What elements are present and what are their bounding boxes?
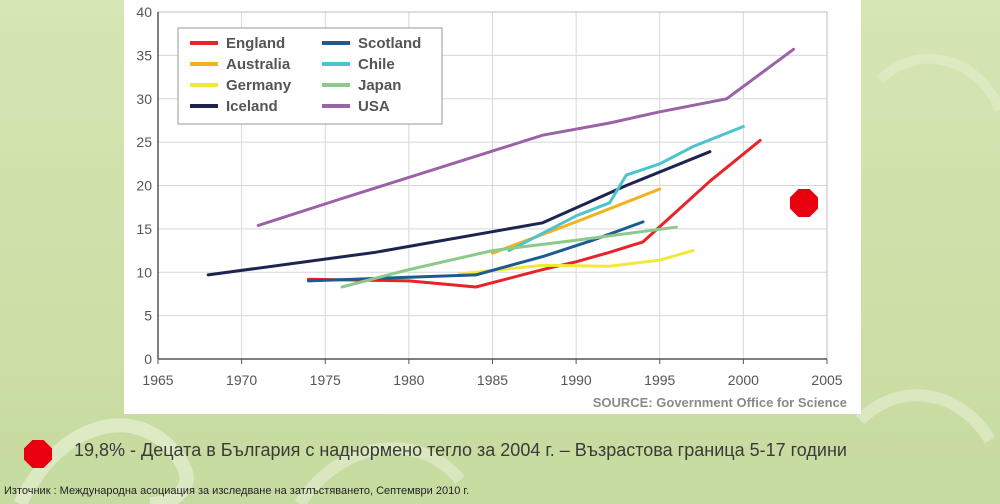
- series-line-japan: [340, 225, 678, 289]
- series-line-germany: [457, 249, 695, 276]
- caption-text: 19,8% - Децата в България с наднормено т…: [74, 440, 847, 460]
- x-tick-label: 1995: [644, 372, 675, 388]
- y-tick-label: 35: [136, 47, 152, 63]
- legend-label-germany: Germany: [226, 77, 292, 94]
- series-line-usa: [256, 47, 795, 227]
- x-tick-label: 2000: [728, 372, 759, 388]
- x-tick-label: 1985: [477, 372, 508, 388]
- legend-label-scotland: Scotland: [358, 35, 421, 52]
- x-tick-label: 2005: [811, 372, 842, 388]
- x-tick-label: 1965: [142, 372, 173, 388]
- y-tick-label: 40: [136, 4, 152, 20]
- series-line-scotland: [307, 220, 645, 283]
- chart-marker-bulgaria: [790, 189, 818, 217]
- y-tick-label: 10: [136, 264, 152, 280]
- legend-label-australia: Australia: [226, 56, 291, 73]
- series-line-chile: [507, 125, 745, 253]
- y-tick-label: 0: [144, 351, 152, 367]
- legend-label-iceland: Iceland: [226, 98, 278, 115]
- y-tick-label: 5: [144, 308, 152, 324]
- x-tick-label: 1990: [561, 372, 592, 388]
- legend-box: [177, 27, 443, 125]
- x-tick-label: 1970: [226, 372, 257, 388]
- obesity-line-chart: 0 5 10 15 20 25 30 35 40 1965 1970 1975 1980 1985 1990…: [136, 4, 842, 388]
- legend-label-england: England: [226, 35, 285, 52]
- series-line-iceland: [206, 150, 712, 277]
- y-tick-label: 25: [136, 134, 152, 150]
- chart-source: SOURCE: Government Office for Science: [592, 395, 847, 410]
- y-tick-label: 30: [136, 91, 152, 107]
- x-tick-label: 1980: [393, 372, 424, 388]
- legend-label-usa: USA: [358, 98, 390, 115]
- caption-bullet-icon: [24, 440, 52, 468]
- legend-label-japan: Japan: [358, 77, 401, 94]
- series-line-australia: [491, 187, 662, 255]
- y-tick-label: 15: [136, 221, 152, 237]
- legend-label-chile: Chile: [358, 56, 395, 73]
- series-line-england: [307, 138, 762, 289]
- footnote-text: Източник : Международна асоциация за изс…: [4, 485, 470, 497]
- chart-card: 0 5 10 15 20 25 30 35 40 1965 1970 1975 1980 1985 1990…: [124, 0, 861, 414]
- y-tick-label: 20: [136, 178, 152, 194]
- x-tick-label: 1975: [310, 372, 341, 388]
